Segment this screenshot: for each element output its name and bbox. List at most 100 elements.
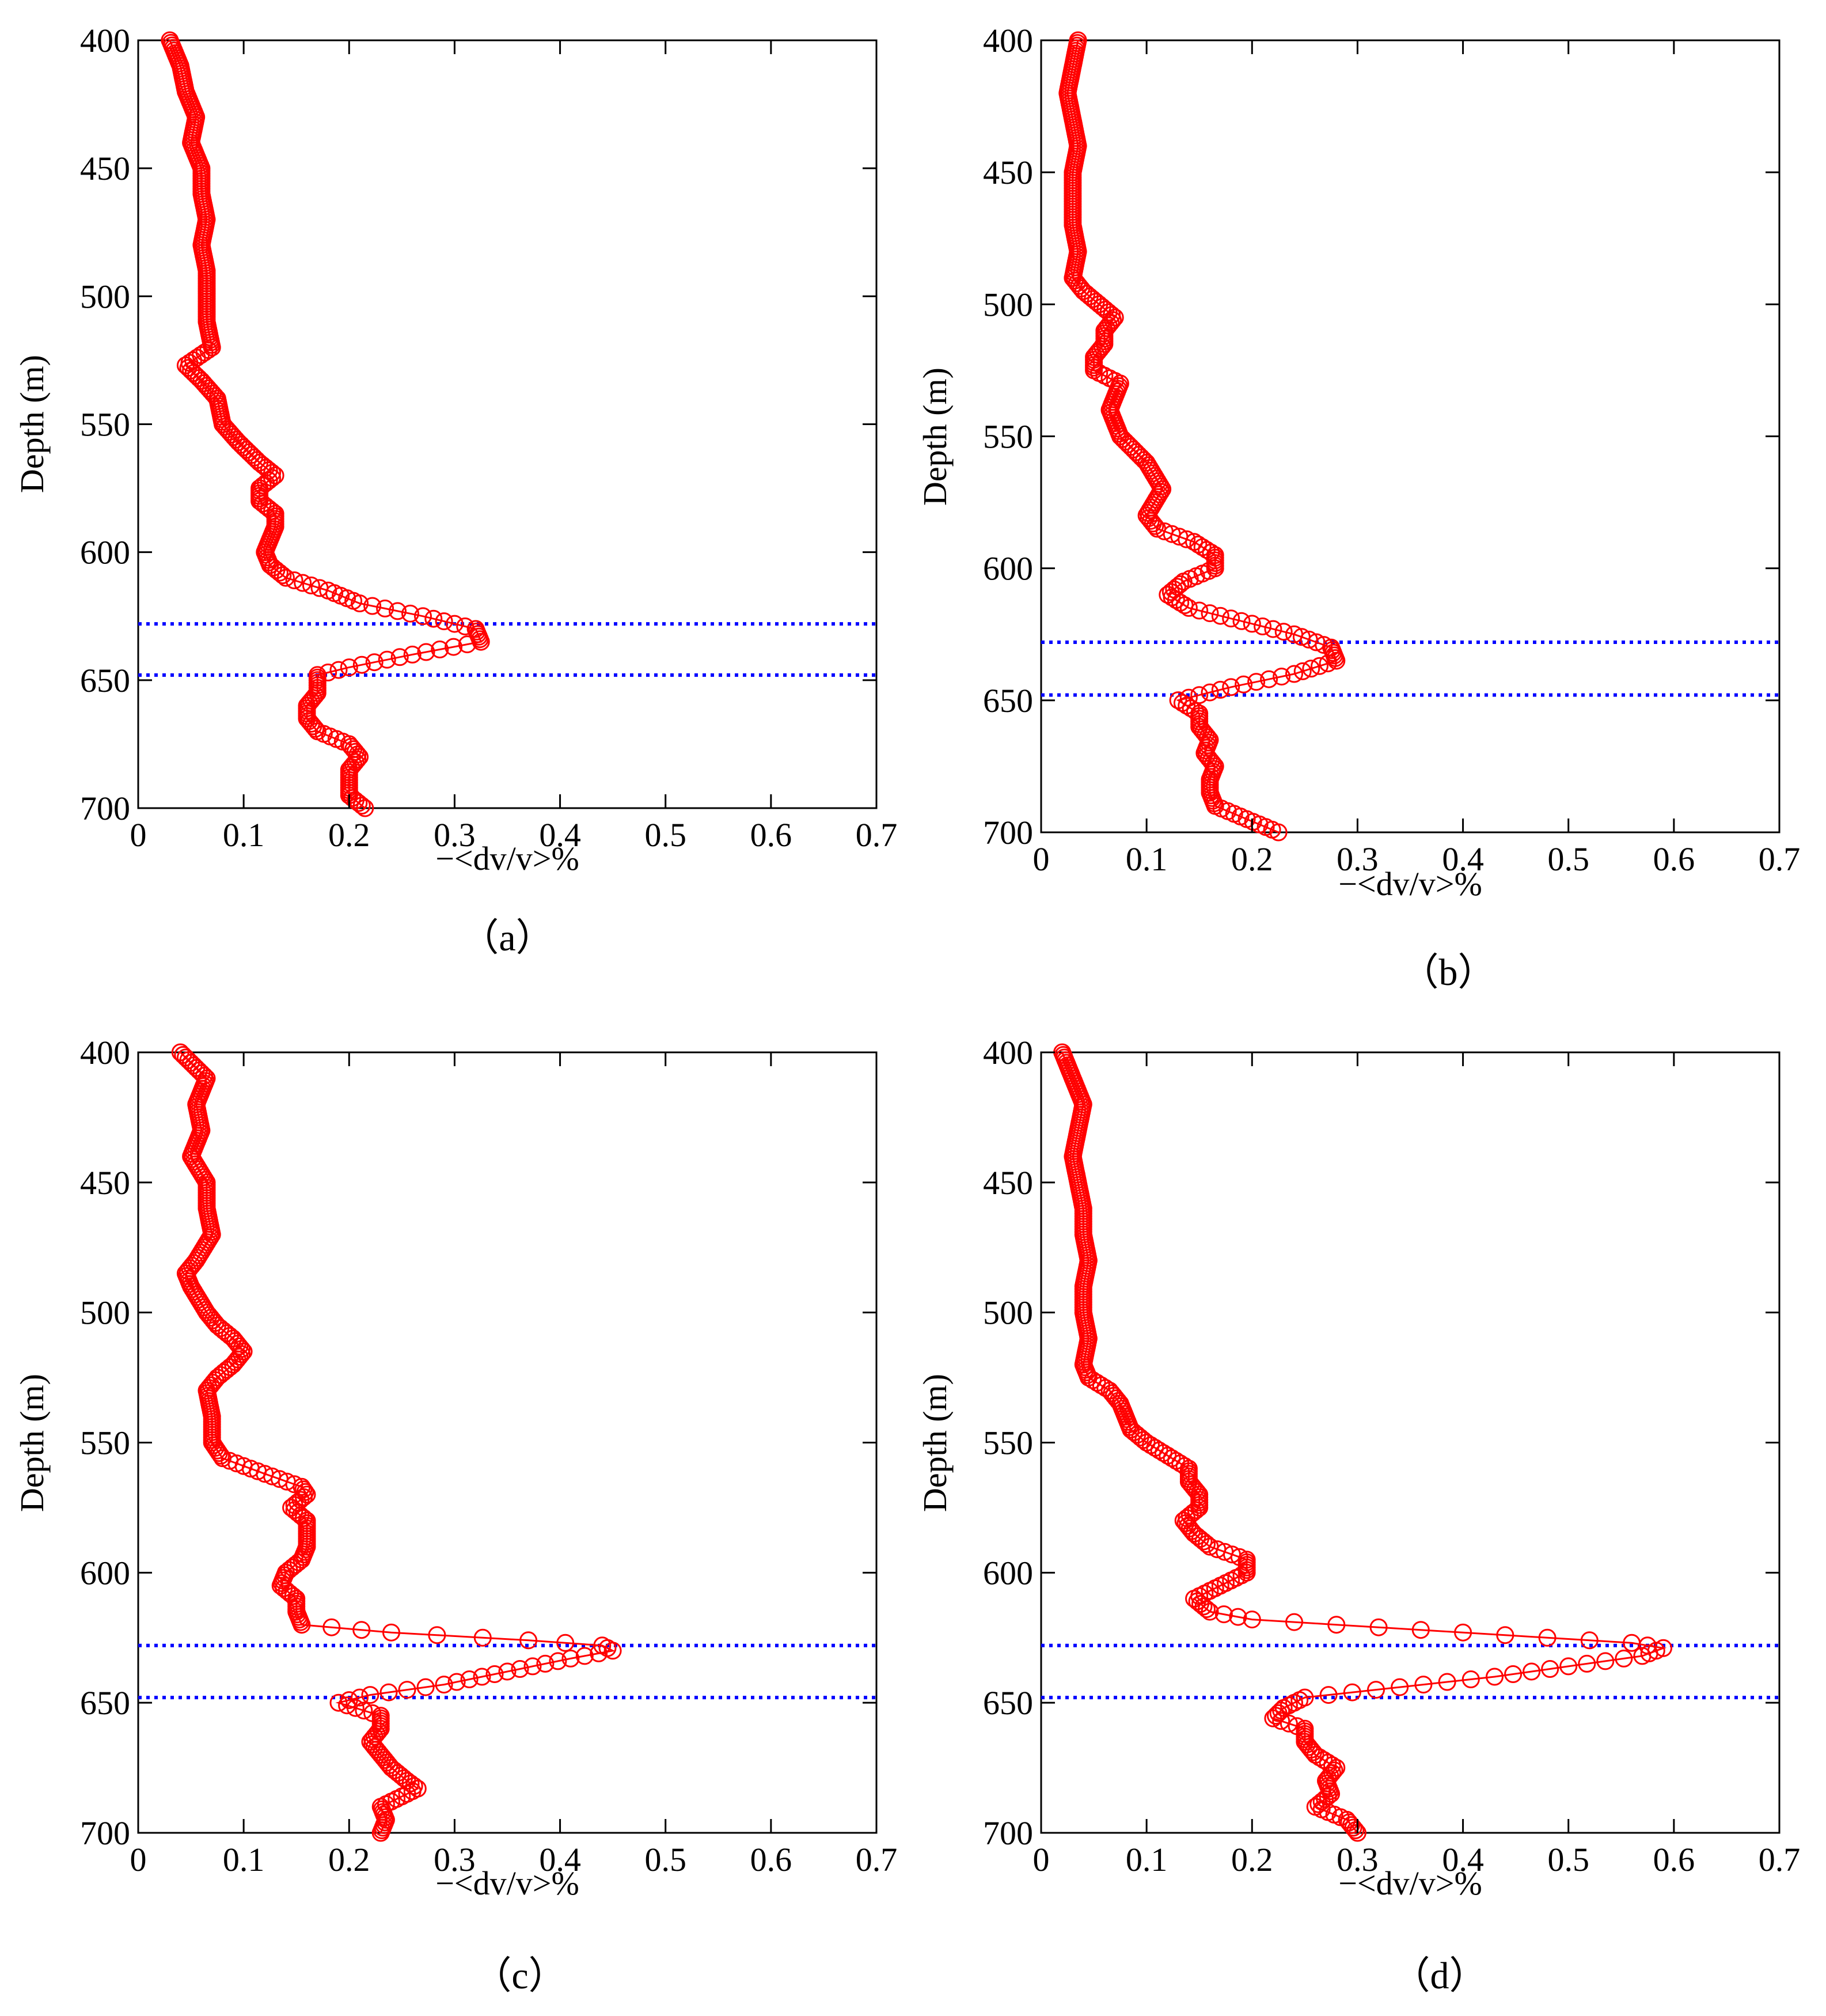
x-tick-label: 0 [130, 816, 147, 854]
data-point [473, 1668, 491, 1686]
data-point [417, 643, 435, 661]
y-axis-ticks: 400 450 500 550 600 650 700 [80, 22, 876, 827]
data-point [1367, 1681, 1385, 1699]
data-point [445, 615, 464, 633]
data-point [1137, 1434, 1156, 1452]
x-tick-label: 0 [1033, 1841, 1050, 1878]
x-tick-label: 0.1 [223, 816, 265, 854]
data-point [1454, 1623, 1472, 1642]
y-tick-label: 500 [80, 1294, 130, 1332]
data-point [1274, 623, 1293, 641]
x-tick-label: 0.7 [856, 816, 898, 854]
x-tick-label: 0.6 [750, 816, 792, 854]
y-tick-label: 450 [983, 154, 1033, 191]
data-point [1523, 1662, 1541, 1681]
data-point [1311, 657, 1328, 675]
data-point [1312, 1793, 1331, 1811]
y-tick-label: 700 [983, 814, 1033, 851]
data-point [1211, 607, 1229, 625]
data-point [445, 638, 463, 656]
data-point [1615, 1649, 1633, 1668]
data-point [1267, 1707, 1285, 1725]
data-point [1486, 1668, 1504, 1686]
data-point [376, 599, 394, 617]
data-point [1280, 1714, 1298, 1733]
data-point [1269, 823, 1288, 842]
data-point [389, 602, 407, 620]
x-tick-label: 0.3 [434, 816, 476, 854]
data-point [575, 1647, 594, 1665]
y-tick-label: 450 [80, 1164, 130, 1202]
data-point [1243, 1610, 1261, 1629]
data-point [351, 1688, 369, 1707]
data-point [549, 1652, 567, 1670]
x-tick-label: 0.6 [1653, 840, 1695, 878]
data-point [1254, 617, 1272, 635]
data-point [1198, 1600, 1216, 1619]
y-axis-label: Depth (m) [13, 355, 51, 493]
data-point [1559, 1657, 1578, 1676]
data-point [352, 797, 371, 815]
data-point [1146, 517, 1164, 535]
data-point [1211, 681, 1229, 699]
y-tick-label: 600 [983, 550, 1033, 588]
panel-d: 0 0.1 0.2 0.3 0.4 0.5 0.6 0.7 400 450 500 550 600 65… [916, 1034, 1800, 1997]
y-tick-label: 700 [80, 1814, 130, 1852]
data-point [1344, 1818, 1362, 1837]
data-point [1461, 1670, 1480, 1688]
y-axis-label: Depth (m) [13, 1374, 51, 1512]
reference-lines [138, 1643, 876, 1700]
data-point [1319, 654, 1337, 673]
data-point [1260, 670, 1278, 688]
data-point [1079, 1369, 1098, 1387]
x-tick-label: 0.1 [1126, 1841, 1168, 1878]
data-point [274, 566, 292, 585]
data-point [435, 1676, 453, 1694]
y-tick-label: 550 [983, 1424, 1033, 1462]
y-axis-ticks: 400 450 500 550 600 650 700 [80, 1034, 876, 1852]
data-point [414, 607, 432, 626]
data-point [1319, 1686, 1338, 1704]
data-point [285, 1496, 303, 1514]
data-point [1285, 1613, 1303, 1631]
panel-caption-d: （d） [1392, 1955, 1487, 1997]
data-point [1178, 530, 1196, 548]
x-tick-label: 0.2 [1231, 840, 1273, 878]
data-point [1414, 1676, 1433, 1694]
data-point [1247, 673, 1266, 691]
x-tick-label: 0.3 [434, 1841, 476, 1878]
data-layer [171, 1043, 622, 1842]
x-axis-label: −<dv/v>% [435, 840, 579, 877]
data-point [352, 1621, 371, 1639]
data-point [485, 1665, 504, 1683]
panel-caption-a: （a） [461, 917, 553, 959]
data-point [1152, 478, 1170, 496]
reference-lines [138, 622, 876, 677]
data-point [1154, 1444, 1172, 1462]
data-point [1293, 662, 1312, 680]
data-point [1633, 1647, 1652, 1665]
data-point [456, 617, 474, 635]
data-point [1264, 1709, 1282, 1727]
data-point [390, 648, 409, 666]
data-point [431, 641, 449, 658]
data-point [276, 569, 295, 587]
x-tick-label: 0.3 [1337, 1841, 1379, 1878]
data-point [1541, 1660, 1559, 1678]
x-tick-label: 0.4 [1442, 1841, 1484, 1878]
data-point [356, 799, 374, 817]
data-point [473, 1628, 492, 1647]
data-point [212, 1446, 230, 1465]
data-point [1201, 1602, 1219, 1621]
data-point [1496, 1626, 1514, 1644]
panel-c: 0 0.1 0.2 0.3 0.4 0.5 0.6 0.7 400 450 500 550 600 65… [13, 1034, 897, 1997]
data-point [1201, 604, 1219, 623]
reference-lines [1041, 641, 1779, 697]
data-layer [1053, 1043, 1672, 1842]
x-axis-label: −<dv/v>% [1338, 1865, 1482, 1902]
y-tick-label: 700 [80, 790, 130, 827]
y-tick-label: 450 [80, 150, 130, 187]
data-point [561, 1649, 580, 1668]
data-point [378, 650, 396, 669]
